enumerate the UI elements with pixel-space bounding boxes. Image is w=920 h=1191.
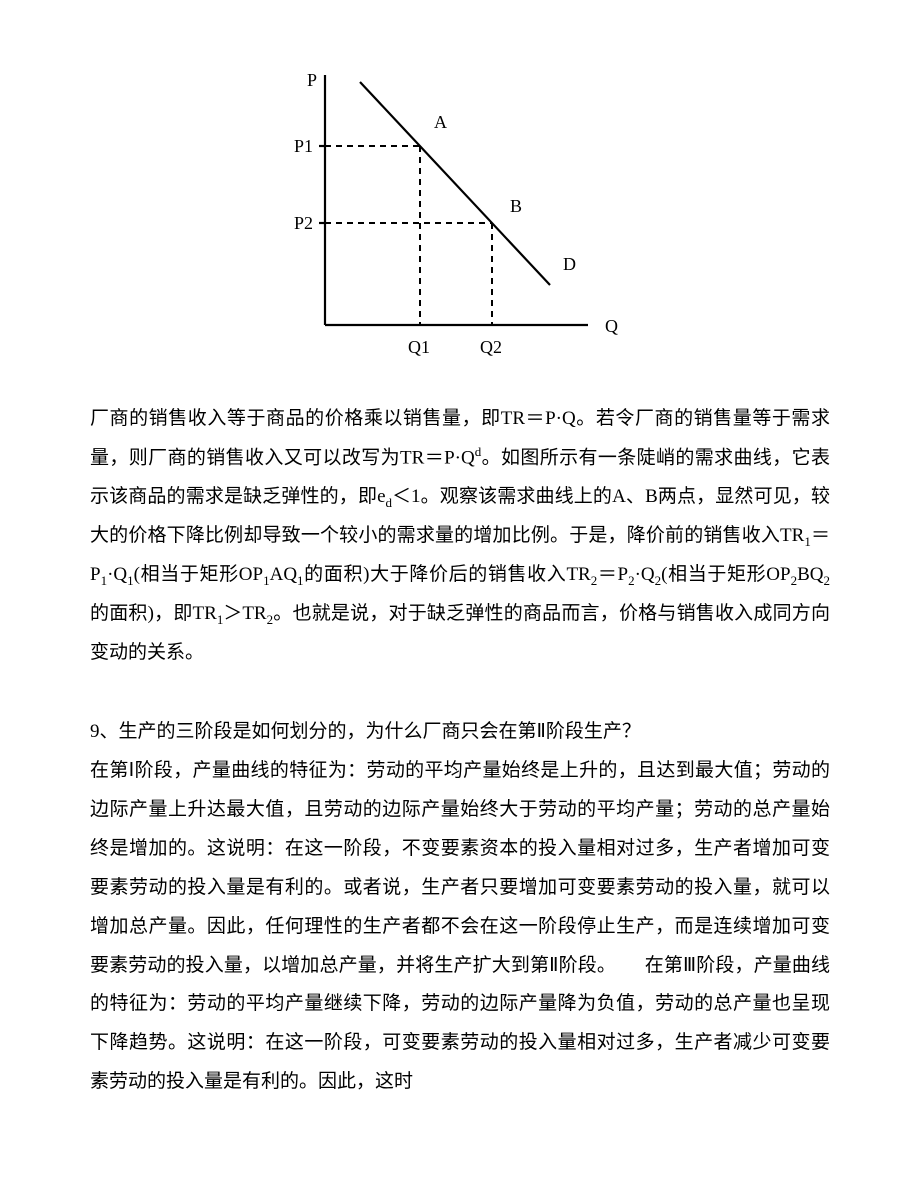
- p1-g: AQ: [270, 564, 297, 585]
- svg-text:Q: Q: [605, 316, 618, 336]
- demand-chart: P P1 P2 A B D Q Q1 Q2: [270, 60, 650, 370]
- p1-k: (相当于矩形OP: [661, 564, 790, 585]
- p1-h: 的面积)大于降价后的销售收入TR: [304, 564, 591, 585]
- svg-text:D: D: [563, 254, 576, 274]
- demand-chart-container: P P1 P2 A B D Q Q1 Q2: [90, 60, 830, 370]
- paragraph-1: 厂商的销售收入等于商品的价格乘以销售量，即TR＝P·Q。若令厂商的销售量等于需求…: [90, 400, 830, 673]
- p1-n: ＞TR: [223, 603, 266, 624]
- sub-bq2: 2: [824, 573, 831, 588]
- svg-text:P2: P2: [294, 213, 313, 233]
- demand-chart-svg: P P1 P2 A B D Q Q1 Q2: [270, 60, 650, 370]
- svg-text:Q1: Q1: [408, 337, 430, 357]
- question-9-body: 在第Ⅰ阶段，产量曲线的特征为：劳动的平均产量始终是上升的，且达到最大值；劳动的边…: [90, 752, 830, 1102]
- svg-text:B: B: [510, 196, 522, 216]
- svg-text:Q2: Q2: [480, 337, 502, 357]
- question-9-title: 9、生产的三阶段是如何划分的，为什么厂商只会在第Ⅱ阶段生产？: [90, 713, 830, 752]
- svg-text:A: A: [434, 112, 447, 132]
- p1-l: BQ: [797, 564, 823, 585]
- p1-m: 的面积)，即TR: [90, 603, 217, 624]
- p1-j: ·Q: [635, 564, 655, 585]
- svg-text:P: P: [307, 70, 317, 90]
- p1-e: ·Q: [107, 564, 127, 585]
- svg-text:P1: P1: [294, 136, 313, 156]
- p1-i: ＝P: [597, 564, 628, 585]
- p1-f: (相当于矩形OP: [134, 564, 263, 585]
